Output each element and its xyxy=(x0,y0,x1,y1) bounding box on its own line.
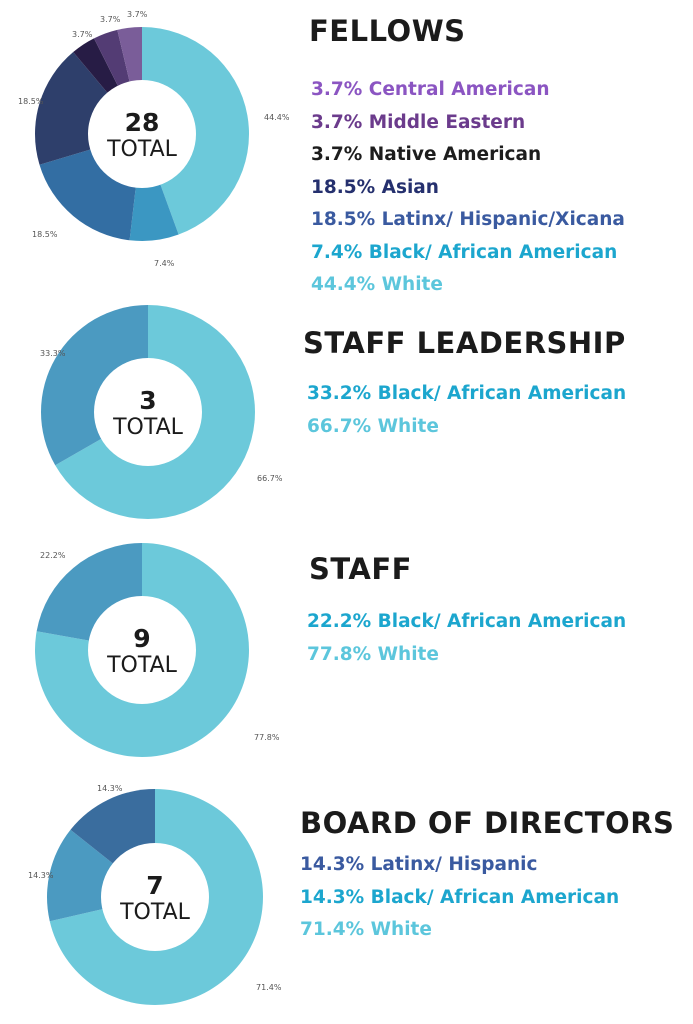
legend-item: 66.7% White xyxy=(307,415,439,437)
staff-leadership-legend: 33.2% Black/ African American 66.7% White xyxy=(307,378,626,443)
board-of-directors-legend: 14.3% Latinx/ Hispanic 14.3% Black/ Afric… xyxy=(300,849,619,947)
board-of-directors-total-label: TOTAL xyxy=(119,900,191,925)
board-of-directors-total-value: 7 xyxy=(146,871,163,900)
staff-donut-hole xyxy=(88,596,196,704)
board-of-directors-slice-label: 14.3% xyxy=(28,871,54,880)
board-of-directors-title: BOARD OF DIRECTORS xyxy=(300,806,675,840)
legend-item: 22.2% Black/ African American xyxy=(307,611,627,632)
legend-item: 71.4% White xyxy=(300,919,432,940)
board-of-directors-donut-hole xyxy=(101,843,209,951)
legend-item: 14.3% Black/ African American xyxy=(300,886,620,908)
legend-item: 77.8% White xyxy=(307,643,439,665)
fellows-slice-label: 18.5% xyxy=(18,97,44,106)
staff-slice-label: 77.8% xyxy=(254,733,280,742)
fellows-slice-label: 44.4% xyxy=(264,113,290,122)
staff-leadership-slice-label: 33.3% xyxy=(40,349,66,358)
legend-item: 33.2% Black/ African American xyxy=(307,383,627,404)
staff-leadership-title: STAFF LEADERSHIP xyxy=(303,326,626,360)
staff-title: STAFF xyxy=(309,552,412,586)
legend-item: 14.3% Latinx/ Hispanic xyxy=(300,854,538,875)
staff-slice-label: 22.2% xyxy=(40,551,66,560)
legend-item: 44.4% White xyxy=(311,274,443,295)
fellows-slice-label: 3.7% xyxy=(72,30,93,39)
fellows-slice-label: 3.7% xyxy=(100,15,121,24)
legend-item: 3.7% Native American xyxy=(311,144,542,165)
staff-total-value: 9 xyxy=(133,624,150,653)
staff-leadership-total-value: 3 xyxy=(139,386,156,415)
staff-leadership-slice-label: 66.7% xyxy=(257,474,283,483)
staff-legend: 22.2% Black/ African American 77.8% White xyxy=(307,606,626,671)
fellows-title: FELLOWS xyxy=(309,14,466,48)
fellows-donut-hole xyxy=(88,80,196,188)
board-of-directors-slice-label: 14.3% xyxy=(97,784,123,793)
staff-leadership-total-label: TOTAL xyxy=(112,415,184,440)
legend-item: 18.5% Latinx/ Hispanic/Xicana xyxy=(311,209,625,230)
fellows-total-label: TOTAL xyxy=(106,137,178,162)
legend-item: 3.7% Central American xyxy=(311,79,550,100)
legend-item: 18.5% Asian xyxy=(311,176,439,198)
board-of-directors-slice-label: 71.4% xyxy=(256,983,282,992)
staff-leadership-donut-hole xyxy=(94,358,202,466)
fellows-legend: 3.7% Central American 3.7% Middle Eastern… xyxy=(311,74,625,302)
fellows-slice-label: 7.4% xyxy=(154,259,175,268)
legend-item: 3.7% Middle Eastern xyxy=(311,111,526,133)
fellows-total-value: 28 xyxy=(125,108,160,137)
staff-total-label: TOTAL xyxy=(106,653,178,678)
fellows-slice-label: 18.5% xyxy=(32,230,58,239)
fellows-slice-label: 3.7% xyxy=(127,10,148,19)
legend-item: 7.4% Black/ African American xyxy=(311,241,618,263)
